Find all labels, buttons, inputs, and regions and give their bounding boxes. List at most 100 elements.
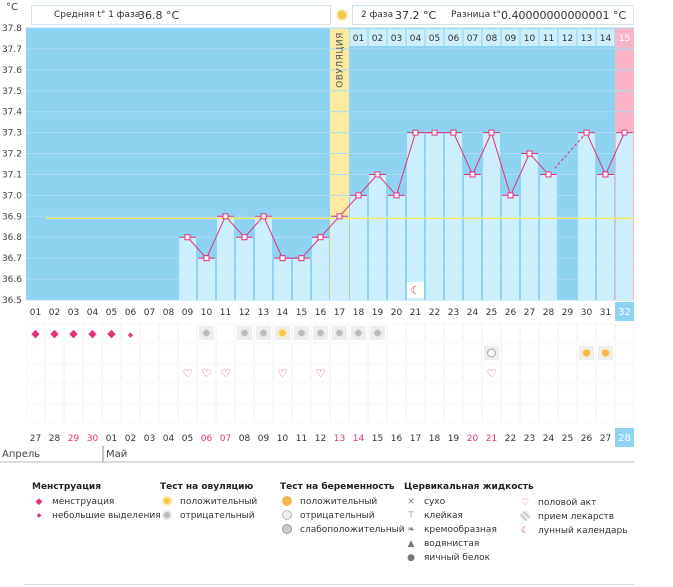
moon-cell [407,282,424,298]
cycle-day-label: 07 [144,308,155,318]
cycle-day-label: 11 [220,308,231,318]
annotation-cell [349,343,368,363]
temp-point [450,129,457,136]
annotation-cell [406,383,425,403]
temp-point [545,171,552,178]
cycle-day-label: 23 [448,308,459,318]
annotation-cell [26,383,45,403]
annotation-cell [558,343,577,363]
annotation-cell [216,323,235,343]
annotation-cell [387,383,406,403]
temp-point [336,213,343,220]
calendar-date-label: 17 [410,434,421,444]
annotation-cell [368,343,387,363]
cycle-day-label: 03 [68,308,79,318]
calendar-date-label: 24 [543,434,555,444]
heart-icon: ♡ [221,367,231,380]
temp-point [222,213,229,220]
annotation-cell [596,383,615,403]
annotation-cell [387,403,406,423]
calendar-date-label: 28 [618,433,631,444]
cycle-day-label: 06 [125,308,137,318]
annotation-cell [425,363,444,383]
annotation-cell [64,403,83,423]
phase2-day-label: 03 [391,34,402,44]
y-tick-label: 36.9 [2,212,22,222]
temp-bar [331,216,348,300]
phase2-day-cell [615,29,634,46]
watery-icon: ▲ [407,539,415,549]
temp-point [279,255,286,262]
annotation-cell [577,383,596,403]
annotation-cell [501,403,520,423]
annotation-cell [159,383,178,403]
cycle-day-label: 01 [30,308,41,318]
legend-menstruation: Менструация ◆ менструация ◆ небольшие выде… [32,482,161,523]
pill-icon [520,511,530,521]
temp-line-segment [244,215,264,238]
cycle-day-label: 10 [201,308,213,318]
cycle-day-label: 16 [315,308,327,318]
y-tick-label: 37.3 [2,129,22,139]
annotation-cell [558,323,577,343]
annotation-cell [273,383,292,403]
temp-line-segment [396,132,416,196]
phase2-day-label: 13 [581,34,592,44]
calendar-date-label: 27 [600,434,611,444]
today-day-cell [615,302,634,321]
annotation-cell [406,343,425,363]
annotation-cell [216,343,235,363]
annotation-cell [273,343,292,363]
y-tick-label: 37.0 [2,191,22,201]
annotation-cell [292,343,311,363]
phase2-day-label: 14 [600,34,612,44]
annotation-cell [482,363,501,383]
annotation-cell [425,343,444,363]
phase2-day-label: 08 [486,34,498,44]
annotation-cell [596,403,615,423]
annotation-cell [64,383,83,403]
temp-point [526,150,533,157]
temp-bar [293,258,310,300]
annotation-cell [330,383,349,403]
calendar-date-label: 13 [334,434,345,444]
annotation-cell [482,383,501,403]
cycle-day-label: 02 [49,308,60,318]
phase2-day-cell [482,29,501,46]
calendar-date-label: 03 [144,434,155,444]
phase2-day-label: 12 [562,34,573,44]
temp-bar [502,195,519,300]
legend-label: небольшие выделения [52,511,161,521]
legend-label: клейкая [424,511,463,521]
annotation-cell [558,383,577,403]
temp-bar [407,132,424,300]
bottom-divider [24,584,634,585]
temp-point [583,129,590,136]
heart-icon: ♡ [487,367,497,380]
pregnancy-negative-icon [487,348,496,358]
pregnancy-positive-icon [601,348,610,358]
calendar-date-label: 07 [220,434,231,444]
annotation-cell [311,383,330,403]
annotation-cell [121,383,140,403]
cycle-day-label: 30 [581,308,593,318]
annotation-cell [26,343,45,363]
annotation-cell [311,343,330,363]
calendar-date-label: 19 [448,434,460,444]
annotation-cell [254,363,273,383]
annotation-cell [197,383,216,403]
annotation-cell [45,363,64,383]
phase2-value: 37.2 °C [395,9,437,22]
phase2-day-cell [425,29,444,46]
eggwhite-icon: ● [407,553,415,563]
y-tick-label: 36.7 [2,254,22,264]
calendar-date-label: 20 [467,434,479,444]
annotation-cell [273,403,292,423]
legend-title: Цервикальная жидкость [404,482,534,492]
temp-line-segment [453,132,473,175]
temp-bar [597,174,614,300]
annotation-cell [330,403,349,423]
annotation-cell [463,323,482,343]
annotation-cell [140,403,159,423]
legend-label: половой акт [538,498,597,508]
